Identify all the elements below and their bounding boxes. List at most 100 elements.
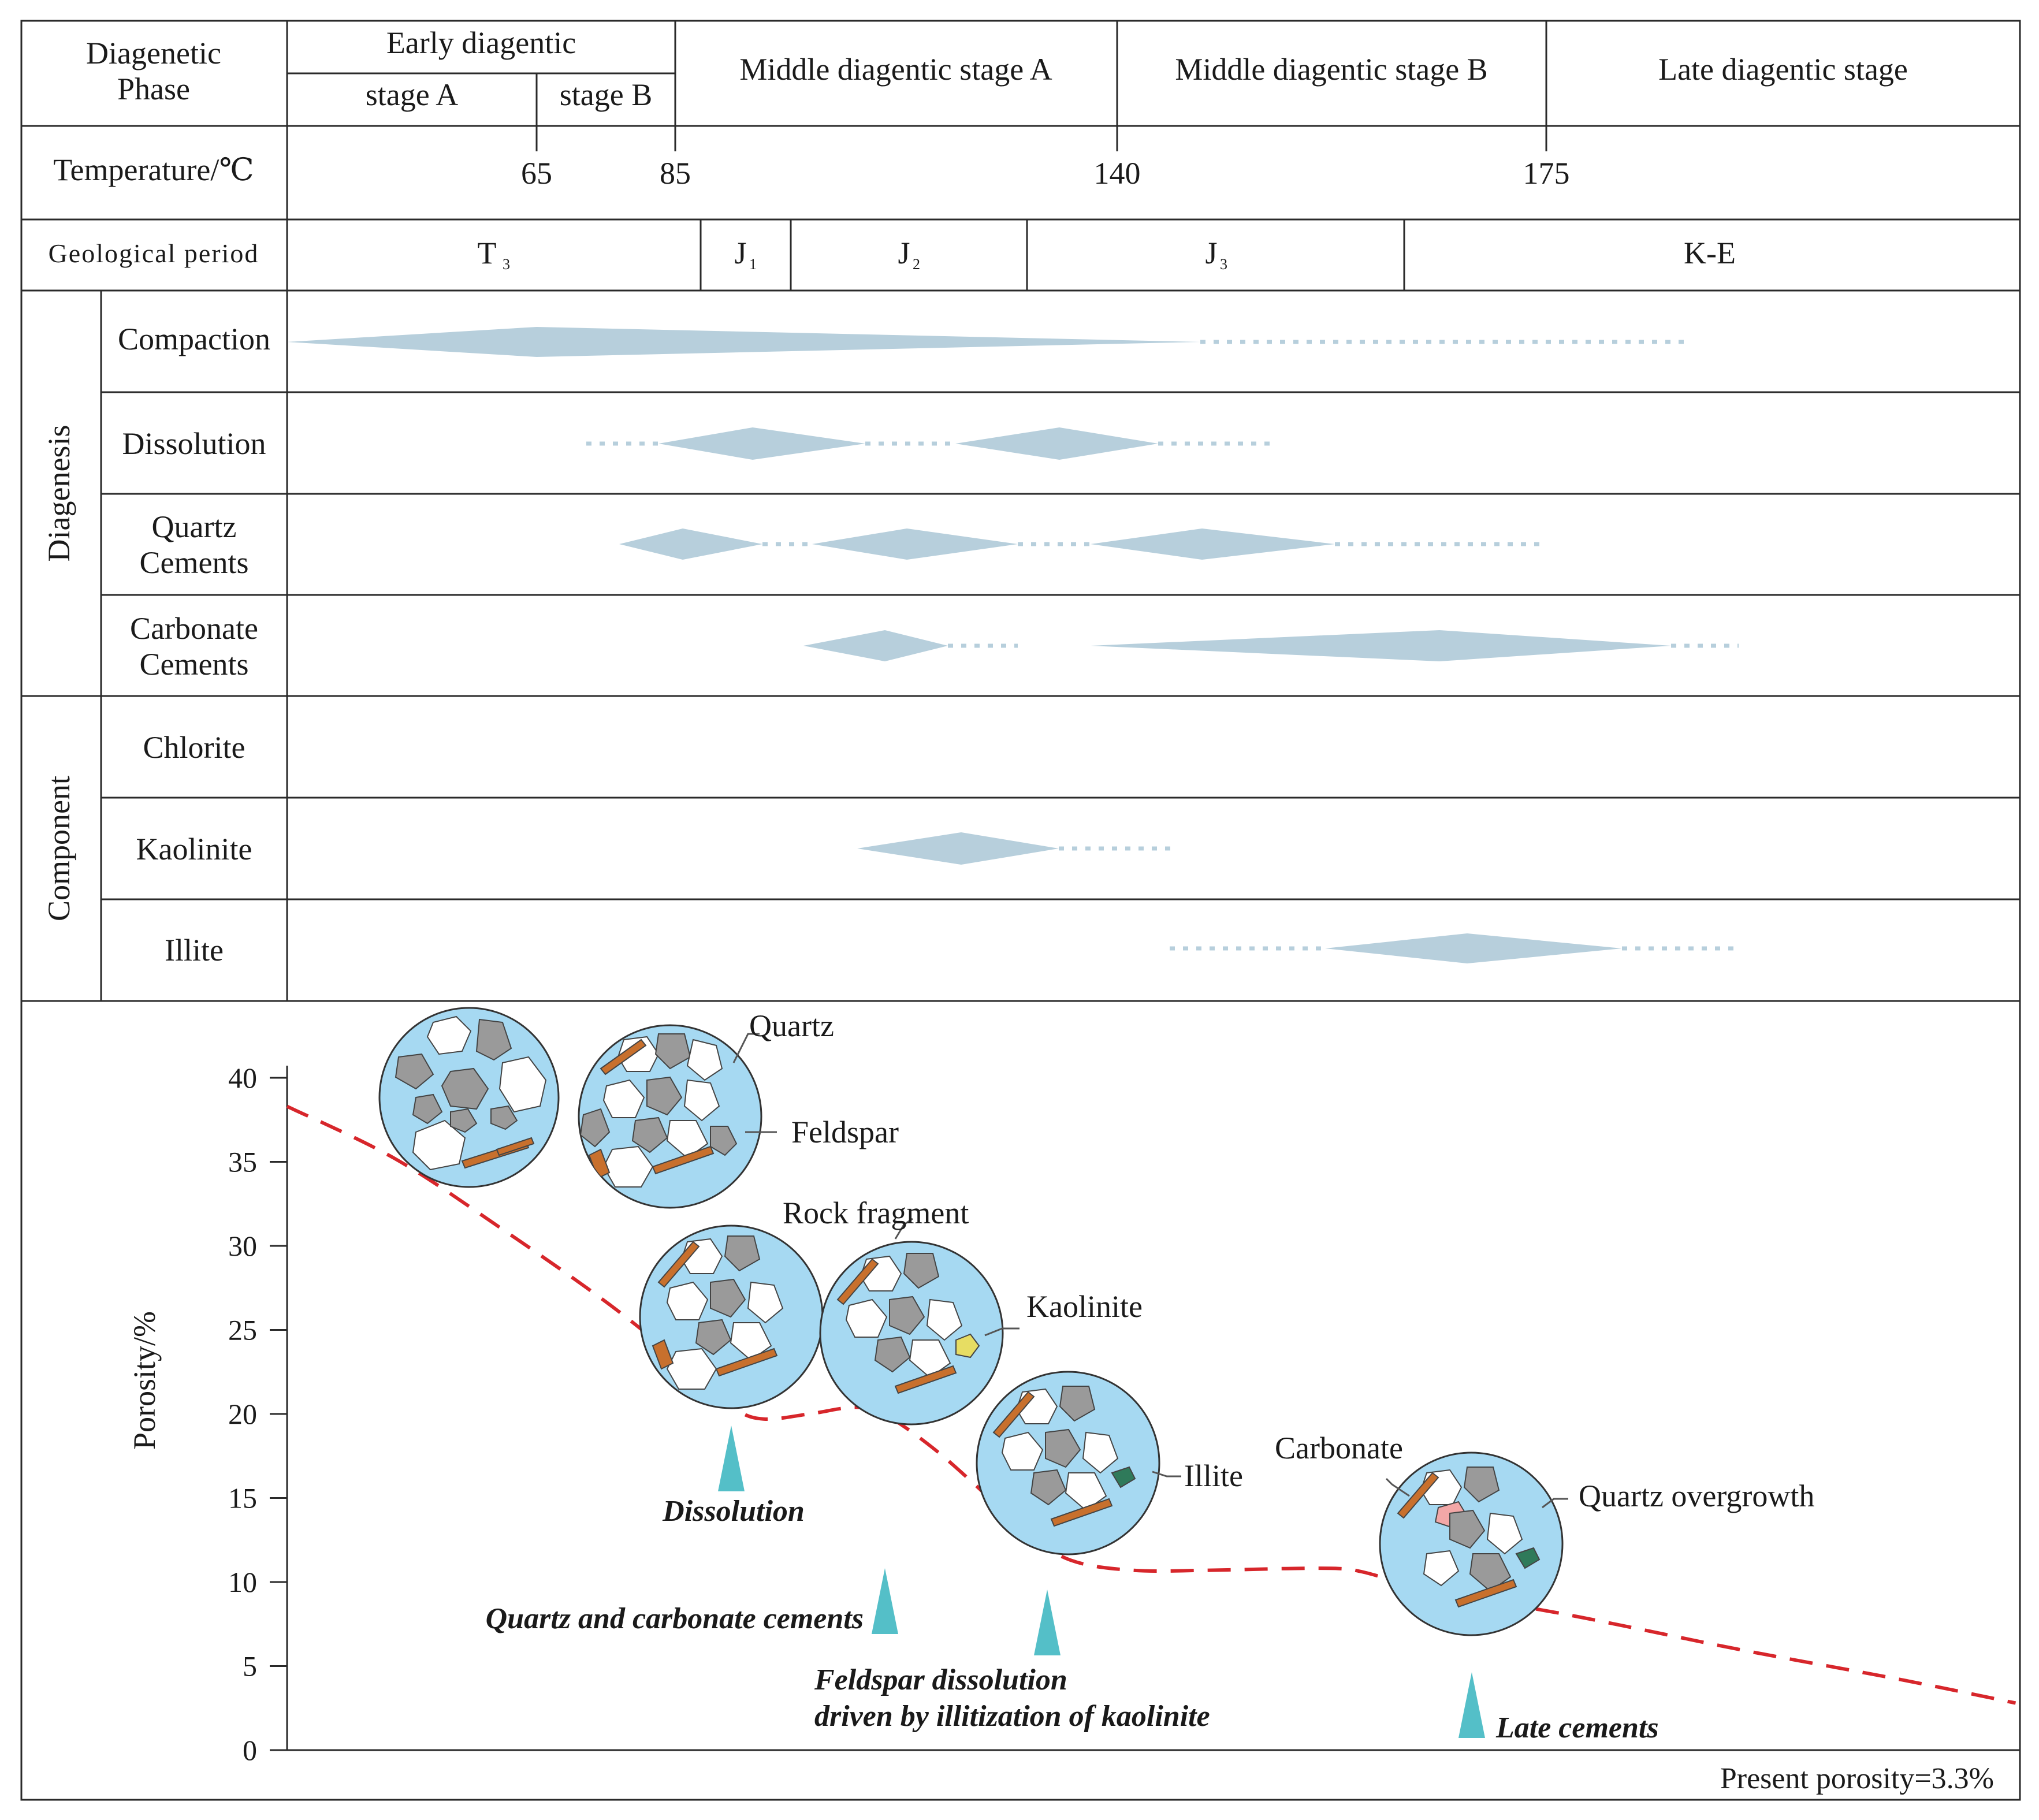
quartz-cements-bar-1	[619, 528, 762, 560]
stage-a-label: stage A	[366, 77, 458, 112]
temp-tick-65: 65	[521, 156, 552, 191]
dissolution-bar-2	[955, 427, 1158, 460]
quartz-grain	[1486, 1512, 1523, 1555]
rock-fragment-grain	[1449, 1509, 1486, 1549]
quartz-grain	[686, 1039, 723, 1081]
period-j2: J 2	[898, 236, 920, 273]
rock-fragment-grain	[1463, 1467, 1500, 1503]
geological-period-label: Geological period	[49, 239, 259, 268]
feldspar-dissolution-marker	[1034, 1590, 1061, 1655]
present-porosity: Present porosity=3.3%	[1720, 1762, 1994, 1795]
y-ticks: 0 5 10 15 20 25 30 35 40	[228, 1062, 287, 1766]
quartz-grain	[666, 1281, 709, 1320]
rock-fragment-grain	[1030, 1469, 1067, 1506]
rock-fragment-grain	[631, 1116, 668, 1153]
illite-grain	[1111, 1466, 1136, 1488]
feldspar-grain	[652, 1339, 674, 1370]
feldspar-grain	[836, 1258, 879, 1305]
late-cements-marker	[1458, 1672, 1485, 1738]
rock-fragment-grain	[695, 1319, 732, 1356]
label-arrows	[732, 1033, 1568, 1509]
label-quartz-overgrowth: Quartz overgrowth	[1579, 1479, 1814, 1513]
period-j1: J 1	[734, 236, 757, 273]
mineral-labels: Quartz Feldspar Rock fragment Kaolinite …	[749, 1008, 1814, 1513]
period-t3-sub: 3	[503, 256, 510, 273]
middle-stage-b-label: Middle diagentic stage B	[1175, 52, 1487, 87]
diagenesis-group-label: Diagenesis	[42, 425, 76, 562]
illite-grain	[1515, 1547, 1541, 1569]
rock-fragment-grain	[654, 1033, 691, 1070]
quartz-grain	[426, 1015, 472, 1055]
y-axis-label: Porosity/%	[127, 1311, 162, 1450]
thin-section-3	[639, 1225, 824, 1409]
phase-label-line2: Phase	[117, 72, 190, 106]
event-markers	[718, 1426, 1485, 1738]
label-illite: Illite	[1184, 1458, 1243, 1493]
thin-section-4	[819, 1241, 1004, 1426]
early-stage-label: Early diagentic	[386, 25, 576, 60]
y-tick-label: 40	[228, 1062, 257, 1094]
y-tick-label: 30	[228, 1230, 257, 1262]
label-rock-fragment: Rock fragment	[783, 1196, 969, 1230]
temperature-label: Temperature/℃	[53, 152, 254, 187]
quartz-grain	[412, 1119, 466, 1171]
period-t3: T 3	[478, 236, 511, 273]
row-kaolinite: Kaolinite	[136, 832, 252, 866]
rock-fragment-grain	[475, 1018, 512, 1061]
y-tick-label: 25	[228, 1314, 257, 1346]
y-tick-label: 10	[228, 1566, 257, 1598]
rock-fragment-grain	[579, 1108, 611, 1148]
intensity-dotted-extensions	[586, 340, 1739, 951]
feldspar-grain	[894, 1365, 957, 1394]
label-quartz: Quartz	[749, 1008, 834, 1043]
feldspar-grain	[1050, 1498, 1113, 1527]
quartz-grain	[1082, 1431, 1119, 1474]
rock-fragment-grain	[1059, 1386, 1096, 1422]
rock-fragment-grain	[1045, 1428, 1081, 1468]
y-tick-label: 35	[228, 1146, 257, 1178]
late-stage-label: Late diagentic stage	[1658, 52, 1908, 87]
quartz-grain	[926, 1298, 963, 1341]
row-compaction: Compaction	[118, 322, 270, 356]
dissolution-bar-1	[658, 427, 865, 460]
label-kaolinite: Kaolinite	[1026, 1289, 1143, 1324]
dissolution-annotation: Dissolution	[662, 1495, 805, 1528]
feldspar-grain	[1397, 1472, 1439, 1519]
period-k-e: K-E	[1684, 236, 1736, 270]
quartz-cements-bar-3	[1091, 528, 1335, 560]
quartz-grain	[666, 1348, 717, 1390]
middle-stage-a-label: Middle diagentic stage A	[739, 52, 1052, 87]
row-labels: Diagenesis Component Compaction Dissolut…	[42, 322, 270, 967]
rock-fragment-grain	[395, 1053, 434, 1090]
feldspar-dissolution-annotation-line1: Feldspar dissolution	[814, 1663, 1067, 1696]
row-quartz-cements: Quartz	[152, 509, 237, 544]
cements-annotation: Quartz and carbonate cements	[486, 1602, 864, 1635]
dissolution-marker	[718, 1426, 745, 1491]
component-group-label: Component	[42, 776, 76, 921]
rock-fragment-grain	[889, 1296, 925, 1335]
kaolinite-bar	[857, 832, 1059, 865]
quartz-grain	[1001, 1431, 1044, 1471]
row-quartz-cements-line2: Cements	[140, 545, 249, 580]
phase-label: Diagenetic	[86, 36, 221, 70]
period-j1-main: J	[734, 236, 746, 270]
feldspar-grain	[496, 1137, 535, 1156]
thin-section-2	[578, 1024, 762, 1209]
illite-bar	[1325, 933, 1622, 963]
period-j3: J 3	[1205, 236, 1227, 273]
rock-fragment-grain	[646, 1076, 683, 1116]
rock-fragment-grain	[450, 1108, 478, 1133]
rock-fragment-grain	[490, 1105, 518, 1130]
label-feldspar: Feldspar	[791, 1115, 899, 1149]
event-labels: Dissolution Quartz and carbonate cements…	[486, 1495, 1659, 1744]
quartz-grain	[845, 1298, 888, 1338]
thin-section-1	[378, 1007, 560, 1188]
row-carbonate-cements-line2: Cements	[140, 647, 249, 682]
thin-section-6	[1379, 1451, 1564, 1636]
y-tick-label: 0	[243, 1734, 257, 1766]
row-chlorite: Chlorite	[143, 730, 245, 765]
carbonate-cements-bar-2	[1091, 630, 1671, 661]
temp-tick-85: 85	[660, 156, 691, 191]
period-j1-sub: 1	[749, 256, 757, 273]
